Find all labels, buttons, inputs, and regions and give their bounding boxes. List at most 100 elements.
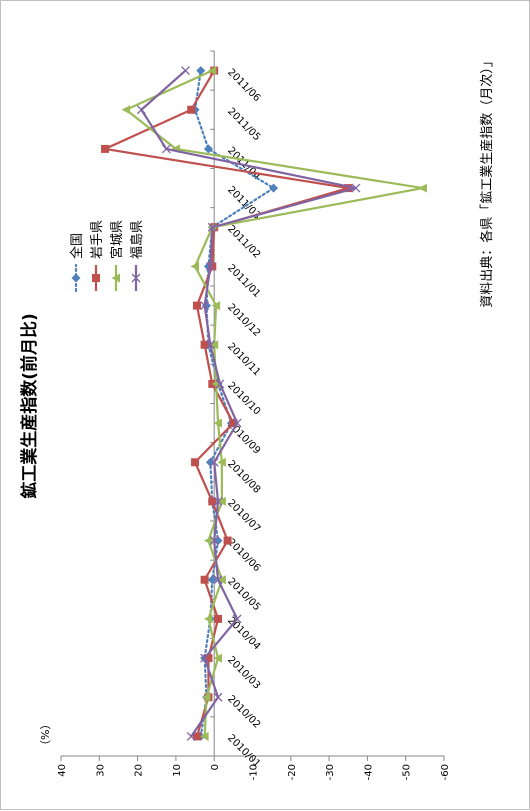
data-point (214, 614, 223, 623)
category-tick-label: 2011/01 (225, 263, 262, 300)
marker-stroke (232, 614, 242, 624)
series-3 (121, 66, 427, 741)
data-point (186, 731, 196, 741)
value-tick-label: 40 (57, 764, 68, 777)
data-point (232, 614, 242, 624)
value-tick-label: 20 (134, 764, 145, 777)
data-point (202, 692, 211, 702)
value-tick-label: -60 (440, 764, 451, 780)
legend-marker (111, 273, 120, 283)
data-point (205, 261, 215, 271)
marker-stroke (181, 66, 190, 76)
data-point (200, 340, 209, 349)
data-point (207, 575, 217, 585)
legend-label: 福島県 (130, 220, 145, 259)
legend: 全国 岩手県 宮城県 福島県 (69, 220, 145, 293)
category-tick-label: 2010/04 (225, 615, 262, 652)
value-tick-label: 10 (172, 764, 183, 777)
data-point (121, 105, 131, 115)
data-point (418, 183, 427, 193)
data-point (207, 66, 217, 76)
value-tick-label: -20 (287, 764, 298, 780)
legend-marker (71, 273, 81, 283)
data-point (202, 301, 212, 311)
series-line (140, 69, 358, 738)
value-tick-label: -30 (325, 764, 336, 780)
marker-stroke (200, 653, 210, 663)
data-point (207, 222, 217, 232)
category-tick-label: 2010/10 (225, 380, 262, 417)
category-tick-label: 2010/08 (225, 459, 262, 496)
category-tick-label: 2010/11 (225, 341, 262, 378)
data-point (217, 575, 226, 585)
data-point (217, 457, 226, 467)
data-point (192, 732, 201, 741)
marker-stroke (200, 301, 210, 311)
value-tick-label: 0 (210, 764, 221, 770)
data-point (213, 418, 223, 428)
marker-stroke (186, 731, 196, 741)
marker-stroke (209, 536, 219, 546)
legend-label: 岩手県 (90, 220, 105, 259)
legend-item-4: 福島県 (130, 220, 145, 291)
data-point (351, 183, 361, 193)
data-point (191, 458, 200, 467)
data-point (223, 536, 232, 545)
category-tick-label: 2010/01 (225, 733, 262, 770)
data-point (269, 183, 279, 193)
marker-stroke (213, 496, 223, 506)
data-point (213, 575, 223, 585)
marker-stroke (232, 418, 242, 428)
marker-stroke (209, 457, 219, 467)
data-point (213, 653, 223, 663)
data-point (204, 654, 213, 663)
data-point (209, 340, 219, 350)
value-tick-label: -40 (363, 764, 374, 780)
source-text: 資料出典：各県「鉱工業生産指数（月次）」 (479, 54, 495, 308)
category-tick-label: 2010/03 (225, 654, 262, 691)
legend-marker (131, 273, 141, 283)
data-point (203, 536, 213, 546)
data-point (181, 66, 190, 76)
legend-marker (92, 274, 100, 282)
value-tick-label: -50 (402, 764, 413, 780)
series-group (101, 66, 427, 741)
data-point (208, 497, 217, 506)
source-note: 資料出典：各県「鉱工業生産指数（月次）」 (479, 54, 495, 308)
data-point (213, 692, 223, 702)
marker-stroke (215, 379, 225, 389)
legend-item-2: 岩手県 (90, 220, 105, 291)
data-point (232, 418, 242, 428)
data-point (101, 144, 110, 153)
data-point (203, 144, 213, 154)
legend-label: 全国 (69, 233, 85, 259)
data-point (161, 144, 171, 154)
data-point (200, 653, 210, 663)
data-point (196, 66, 206, 76)
data-point (217, 496, 226, 506)
data-point (208, 262, 217, 271)
unit-label: （%） (39, 719, 52, 751)
marker-stroke (351, 183, 361, 193)
data-point (344, 184, 353, 193)
data-point (136, 105, 146, 115)
data-point (192, 301, 201, 310)
category-tick-label: 2011/02 (225, 224, 262, 261)
category-tick-label: 2010/12 (225, 302, 262, 339)
data-point (211, 301, 221, 311)
data-point (213, 496, 223, 506)
data-point (190, 261, 200, 271)
marker-stroke (213, 575, 223, 585)
marker-stroke (213, 692, 223, 702)
data-point (200, 301, 210, 311)
marker-stroke (205, 340, 215, 350)
category-tick-label: 2010/02 (225, 694, 262, 731)
marker-stroke (131, 273, 141, 283)
category-tick-label: 2011/06 (225, 67, 262, 104)
series-1 (190, 66, 279, 741)
data-point (200, 575, 209, 584)
chart-title: 鉱工業生産指数(前月比) (19, 313, 40, 499)
legend-item-3: 宮城県 (109, 220, 125, 291)
